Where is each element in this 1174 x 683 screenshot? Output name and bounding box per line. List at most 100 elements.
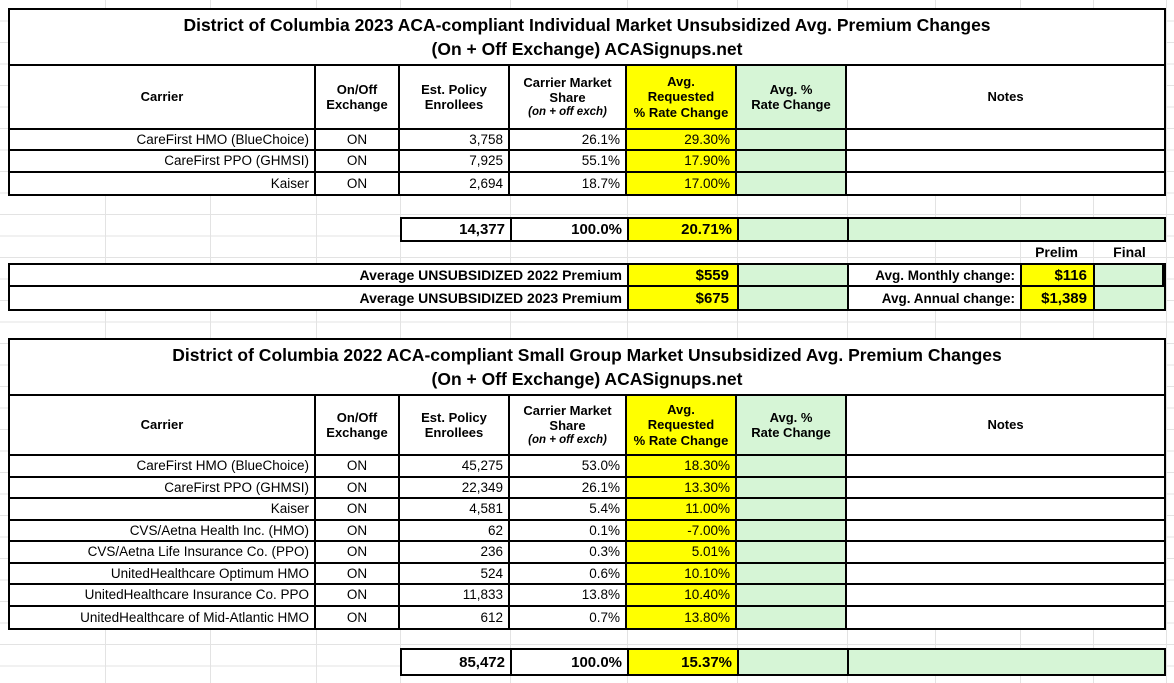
table1-body: CareFirst HMO (BlueChoice) ON 3,758 26.1…: [10, 130, 1164, 194]
table2-title-line1: District of Columbia 2022 ACA-compliant …: [172, 344, 1002, 365]
table-row: Kaiser ON 2,694 18.7% 17.00%: [10, 172, 1164, 194]
table2-header-row: Carrier On/Off Exchange Est. Policy Enro…: [10, 396, 1164, 456]
avg-change-cell: [737, 130, 847, 152]
premium-summary-block: Average UNSUBSIDIZED 2022 Premium $559 A…: [8, 263, 1166, 311]
avg-change-cell: [737, 520, 847, 542]
exchange-cell: ON: [316, 563, 400, 585]
requested-cell: 10.10%: [627, 563, 737, 585]
avg-change-cell: [737, 172, 847, 194]
total-avg-change-cell: [739, 219, 849, 240]
col-header-notes: Notes: [847, 66, 1164, 130]
enrollees-cell: 45,275: [400, 456, 510, 478]
requested-cell: 29.30%: [627, 130, 737, 152]
premium-2022-value: $559: [629, 265, 739, 287]
exchange-cell: ON: [316, 542, 400, 564]
table2-body: CareFirst HMO (BlueChoice) ON 45,275 53.…: [10, 456, 1164, 628]
requested-cell: 13.80%: [627, 606, 737, 628]
notes-cell: [847, 542, 1164, 564]
table1-header-row: Carrier On/Off Exchange Est. Policy Enro…: [10, 66, 1164, 130]
exchange-cell: ON: [316, 130, 400, 152]
carrier-cell: UnitedHealthcare Optimum HMO: [10, 563, 316, 585]
avg-change-cell: [737, 151, 847, 173]
requested-cell: -7.00%: [627, 520, 737, 542]
total-requested-cell: 15.37%: [629, 650, 739, 674]
carrier-cell: Kaiser: [10, 499, 316, 521]
share-cell: 0.7%: [510, 606, 627, 628]
carrier-cell: CareFirst PPO (GHMSI): [10, 151, 316, 173]
table1-total-row: 14,377 100.0% 20.71%: [400, 217, 1166, 242]
table1-title-line2: (On + Off Exchange) ACASignups.net: [431, 39, 743, 59]
col-header-carrier: Carrier: [10, 396, 316, 456]
market-share-label: Carrier Market Share: [523, 74, 612, 106]
enrollees-cell: 7,925: [400, 151, 510, 173]
avg-change-cell: [737, 456, 847, 478]
share-cell: 13.8%: [510, 585, 627, 607]
table-row: UnitedHealthcare of Mid-Atlantic HMO ON …: [10, 606, 1164, 628]
total-notes-cell: [849, 219, 1164, 240]
table-row: CareFirst PPO (GHMSI) ON 22,349 26.1% 13…: [10, 477, 1164, 499]
table2-title: District of Columbia 2022 ACA-compliant …: [10, 340, 1164, 396]
carrier-cell: CVS/Aetna Life Insurance Co. (PPO): [10, 542, 316, 564]
enrollees-cell: 4,581: [400, 499, 510, 521]
share-cell: 5.4%: [510, 499, 627, 521]
avg-change-cell: [737, 542, 847, 564]
col-header-enrollees: Est. Policy Enrollees: [400, 66, 510, 130]
share-cell: 26.1%: [510, 477, 627, 499]
exchange-cell: ON: [316, 477, 400, 499]
monthly-change-value: $116: [1022, 265, 1095, 287]
avg-change-cell: [737, 563, 847, 585]
notes-cell: [847, 151, 1164, 173]
requested-cell: 17.90%: [627, 151, 737, 173]
total-enrollees-cell: 14,377: [402, 219, 512, 240]
annual-change-final-cell: [1095, 287, 1164, 309]
enrollees-cell: 524: [400, 563, 510, 585]
carrier-cell: CareFirst HMO (BlueChoice): [10, 130, 316, 152]
col-header-market-share: Carrier Market Share (on + off exch): [510, 396, 627, 456]
share-cell: 0.1%: [510, 520, 627, 542]
col-header-avg-change: Avg. % Rate Change: [737, 66, 847, 130]
avg-change-cell: [737, 606, 847, 628]
table-row: Kaiser ON 4,581 5.4% 11.00%: [10, 499, 1164, 521]
carrier-cell: UnitedHealthcare Insurance Co. PPO: [10, 585, 316, 607]
exchange-cell: ON: [316, 585, 400, 607]
col-header-avg-change: Avg. % Rate Change: [737, 396, 847, 456]
notes-cell: [847, 130, 1164, 152]
exchange-cell: ON: [316, 456, 400, 478]
table-row: CareFirst HMO (BlueChoice) ON 3,758 26.1…: [10, 130, 1164, 152]
market-share-note: (on + off exch): [528, 433, 607, 446]
premium-2023-value: $675: [629, 287, 739, 309]
market-share-note: (on + off exch): [528, 105, 607, 118]
share-cell: 53.0%: [510, 456, 627, 478]
premium-2023-label: Average UNSUBSIDIZED 2023 Premium: [10, 287, 629, 309]
notes-cell: [847, 499, 1164, 521]
col-header-requested: Avg. Requested % Rate Change: [627, 66, 737, 130]
exchange-cell: ON: [316, 499, 400, 521]
col-header-exchange: On/Off Exchange: [316, 66, 400, 130]
requested-cell: 5.01%: [627, 542, 737, 564]
requested-cell: 13.30%: [627, 477, 737, 499]
market-share-label: Carrier Market Share: [523, 402, 612, 434]
total-avg-change-cell: [739, 650, 849, 674]
carrier-cell: Kaiser: [10, 172, 316, 194]
requested-cell: 18.30%: [627, 456, 737, 478]
enrollees-cell: 2,694: [400, 172, 510, 194]
table-row: UnitedHealthcare Optimum HMO ON 524 0.6%…: [10, 563, 1164, 585]
share-cell: 0.3%: [510, 542, 627, 564]
table-row: CVS/Aetna Health Inc. (HMO) ON 62 0.1% -…: [10, 520, 1164, 542]
enrollees-cell: 236: [400, 542, 510, 564]
share-cell: 0.6%: [510, 563, 627, 585]
col-header-enrollees: Est. Policy Enrollees: [400, 396, 510, 456]
carrier-cell: CareFirst HMO (BlueChoice): [10, 456, 316, 478]
col-header-carrier: Carrier: [10, 66, 316, 130]
notes-cell: [847, 563, 1164, 585]
table1-title: District of Columbia 2023 ACA-compliant …: [10, 10, 1164, 66]
notes-cell: [847, 606, 1164, 628]
table2-total-row: 85,472 100.0% 15.37%: [400, 648, 1166, 676]
notes-cell: [847, 477, 1164, 499]
total-share-cell: 100.0%: [512, 219, 629, 240]
share-cell: 26.1%: [510, 130, 627, 152]
col-header-market-share: Carrier Market Share (on + off exch): [510, 66, 627, 130]
small-group-table: District of Columbia 2022 ACA-compliant …: [8, 338, 1166, 630]
table-row: CVS/Aetna Life Insurance Co. (PPO) ON 23…: [10, 542, 1164, 564]
exchange-cell: ON: [316, 151, 400, 173]
